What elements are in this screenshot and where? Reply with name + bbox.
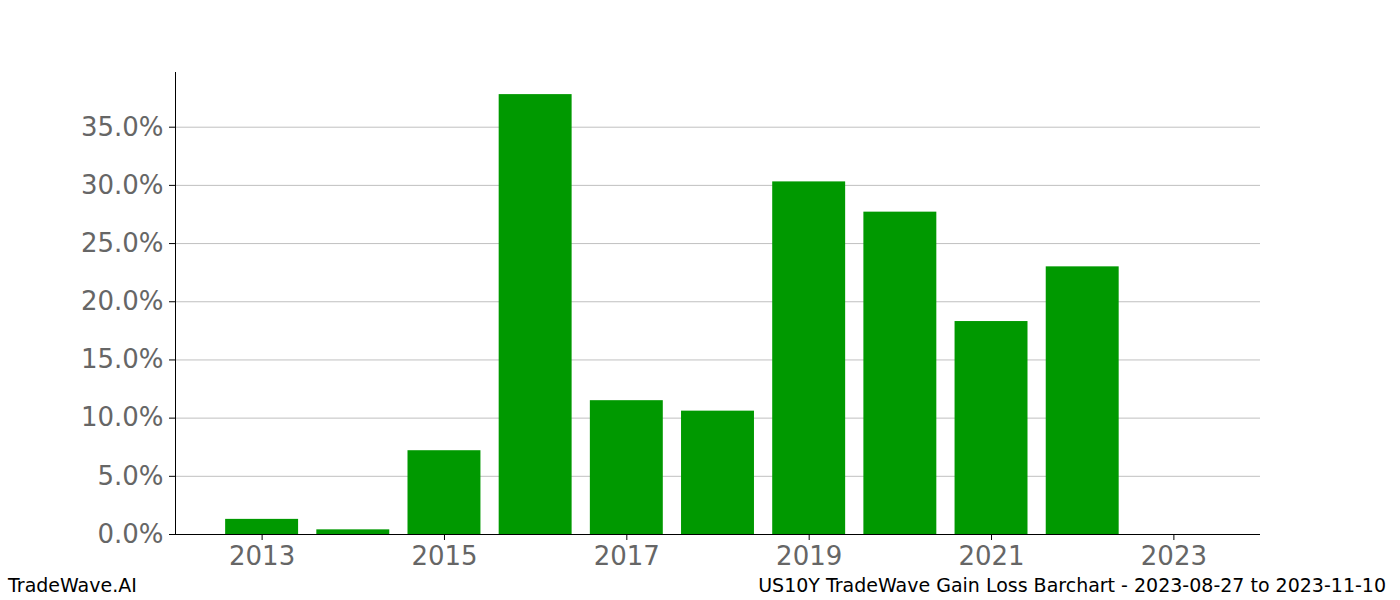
svg-text:2015: 2015: [411, 541, 477, 570]
svg-text:2021: 2021: [958, 541, 1024, 570]
svg-text:20.0%: 20.0%: [81, 286, 164, 316]
svg-text:10.0%: 10.0%: [81, 402, 164, 432]
svg-text:2019: 2019: [776, 541, 842, 570]
svg-text:35.0%: 35.0%: [81, 112, 164, 142]
svg-text:0.0%: 0.0%: [97, 519, 163, 549]
svg-text:30.0%: 30.0%: [81, 170, 164, 200]
html-text:US10Y TradeWave Gain Loss Barc: US10Y TradeWave Gain Loss Barchart - 202…: [758, 574, 1386, 596]
html-text:TradeWave.AI: TradeWave.AI: [8, 574, 137, 596]
svg-text:2013: 2013: [229, 541, 295, 570]
svg-text:15.0%: 15.0%: [81, 344, 164, 374]
svg-text:25.0%: 25.0%: [81, 228, 164, 258]
svg-text:5.0%: 5.0%: [97, 461, 163, 491]
svg-text:2023: 2023: [1141, 541, 1207, 570]
svg-text:2017: 2017: [594, 541, 660, 570]
